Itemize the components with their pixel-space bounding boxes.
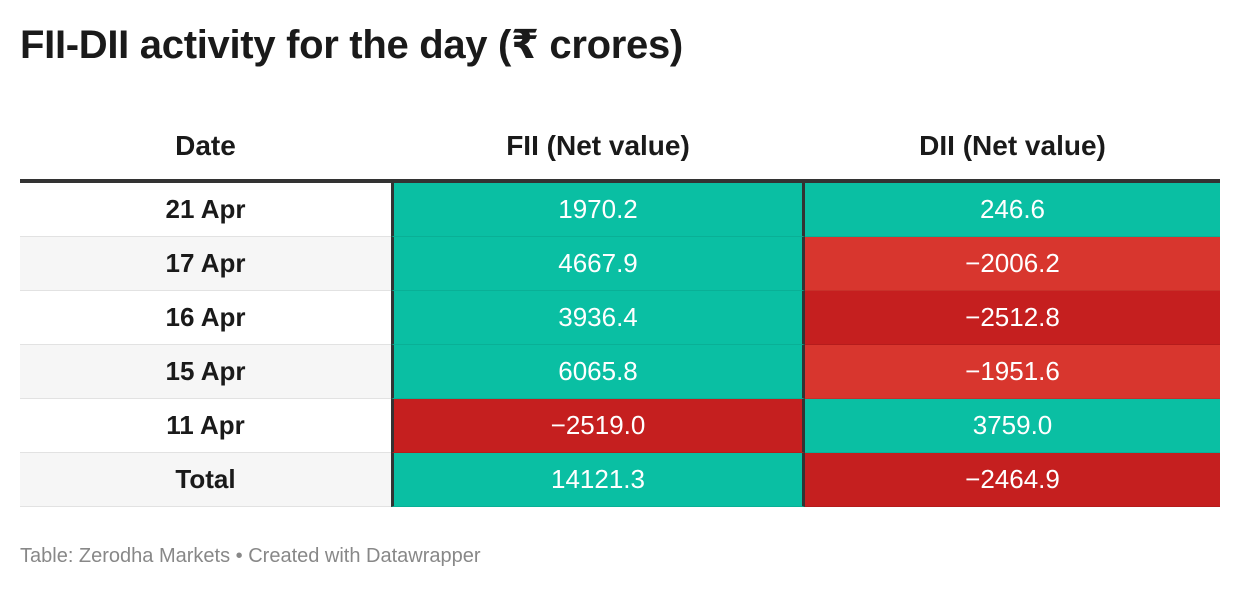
- header-dii: DII (Net value): [919, 130, 1106, 161]
- date-cell: 15 Apr: [20, 345, 391, 399]
- table-header: Date FII (Net value) DII (Net value): [20, 113, 1220, 183]
- fii-value-cell: −2519.0: [391, 399, 805, 453]
- source-note: Table: Zerodha Markets • Created with Da…: [20, 545, 481, 567]
- header-date: Date: [175, 130, 236, 161]
- fii-dii-table: Date FII (Net value) DII (Net value) 21 …: [20, 113, 1220, 507]
- fii-value-cell: 4667.9: [391, 237, 805, 291]
- dii-value-cell: −2512.8: [805, 291, 1220, 345]
- table-row: 11 Apr −2519.0 3759.0: [20, 399, 1220, 453]
- table-row: 17 Apr 4667.9 −2006.2: [20, 237, 1220, 291]
- date-cell: 16 Apr: [20, 291, 391, 345]
- date-cell: 11 Apr: [20, 399, 391, 453]
- table-body: 21 Apr 1970.2 246.6 17 Apr 4667.9 −2006.2 16 A…: [20, 183, 1220, 507]
- dii-value-cell: −2006.2: [805, 237, 1220, 291]
- table-row: Total 14121.3 −2464.9: [20, 453, 1220, 507]
- dii-value-cell: 246.6: [805, 183, 1220, 237]
- table-row: 16 Apr 3936.4 −2512.8: [20, 291, 1220, 345]
- header-fii: FII (Net value): [506, 130, 690, 161]
- date-cell: 17 Apr: [20, 237, 391, 291]
- fii-value-cell: 3936.4: [391, 291, 805, 345]
- dii-value-cell: 3759.0: [805, 399, 1220, 453]
- fii-value-cell: 1970.2: [391, 183, 805, 237]
- date-cell: Total: [20, 453, 391, 507]
- dii-value-cell: −1951.6: [805, 345, 1220, 399]
- table-row: 15 Apr 6065.8 −1951.6: [20, 345, 1220, 399]
- table-row: 21 Apr 1970.2 246.6: [20, 183, 1220, 237]
- fii-value-cell: 6065.8: [391, 345, 805, 399]
- date-cell: 21 Apr: [20, 183, 391, 237]
- chart-title: FII-DII activity for the day (₹ crores): [20, 23, 683, 67]
- fii-value-cell: 14121.3: [391, 453, 805, 507]
- dii-value-cell: −2464.9: [805, 453, 1220, 507]
